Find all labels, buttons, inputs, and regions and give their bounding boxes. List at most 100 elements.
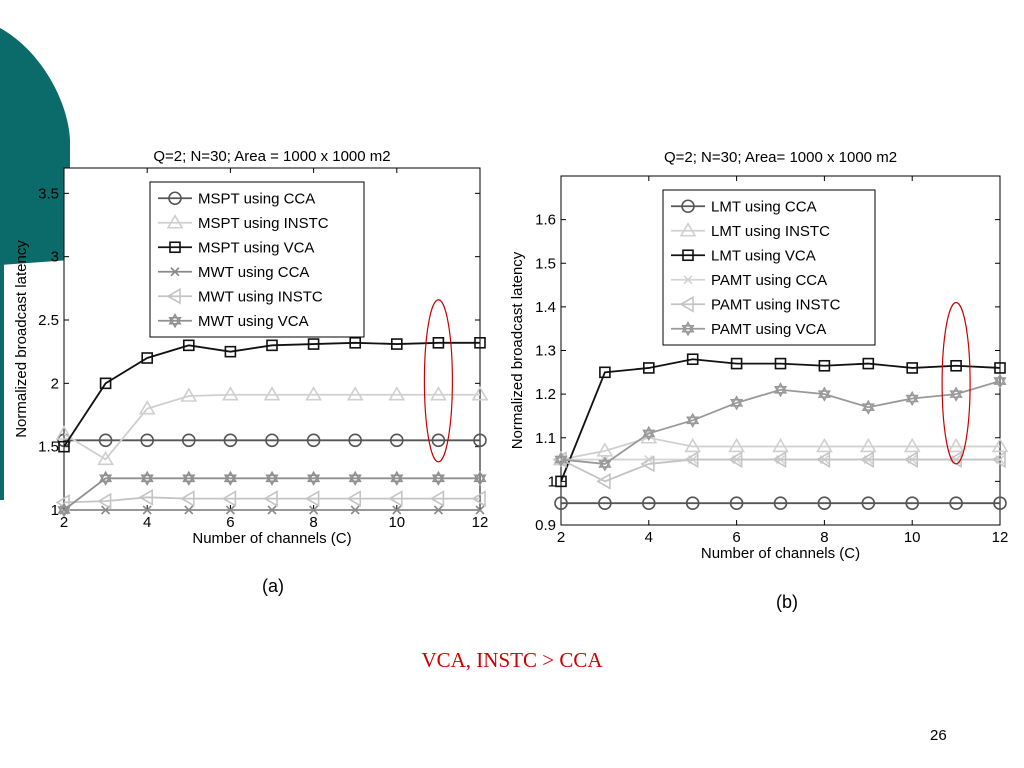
chart-caption: (a)	[262, 576, 284, 596]
data-point	[905, 496, 920, 510]
data-point	[392, 505, 402, 515]
legend-label: MWT using INSTC	[198, 288, 323, 305]
y-tick-label: 1.3	[535, 343, 556, 360]
x-tick-label: 10	[904, 529, 921, 546]
data-point	[730, 357, 743, 370]
x-tick-label: 10	[388, 514, 405, 531]
data-point	[817, 496, 832, 510]
y-tick-label: 2	[51, 375, 59, 392]
y-tick-label: 1.4	[535, 299, 556, 316]
data-point	[432, 337, 445, 349]
data-point	[307, 338, 320, 350]
data-point	[306, 433, 321, 448]
data-point	[728, 437, 745, 453]
data-point	[905, 390, 919, 407]
legend-label: MSPT using INSTC	[198, 215, 329, 232]
data-point	[949, 386, 963, 402]
data-point	[389, 433, 404, 448]
series-2	[55, 386, 489, 466]
data-point	[388, 386, 406, 401]
series-line	[560, 436, 1000, 461]
data-point	[182, 433, 196, 448]
data-point	[180, 490, 195, 507]
chart-b: Q=2; N=30; Area= 1000 x 1000 m2 2 4 6 8 10 12 0…	[509, 149, 1009, 612]
data-point	[684, 437, 702, 453]
series-1	[57, 433, 487, 448]
highlight-ellipse	[941, 301, 971, 465]
x-tick-label: 8	[309, 514, 317, 531]
data-point	[994, 362, 1006, 374]
series-5	[55, 488, 486, 511]
data-point	[98, 433, 113, 448]
x-axis-label: Number of channels (C)	[701, 545, 860, 562]
data-point	[224, 345, 237, 358]
x-tick-label: 4	[645, 529, 653, 546]
legend-box	[149, 181, 365, 338]
data-point	[307, 470, 321, 486]
data-point	[184, 505, 194, 515]
data-point	[640, 455, 655, 473]
chart-title: Q=2; N=30; Area= 1000 x 1000 m2	[664, 149, 897, 166]
legend-marker	[682, 249, 694, 262]
legend: LMT using CCA LMT using INSTC LMT using VC…	[662, 189, 876, 346]
x-tick-label: 4	[143, 514, 151, 531]
legend-label: LMT using CCA	[711, 198, 817, 215]
series-line	[63, 341, 480, 448]
data-point	[861, 496, 876, 510]
data-point	[305, 490, 320, 507]
legend-marker	[166, 287, 181, 305]
legend-marker	[168, 313, 182, 329]
legend-marker	[683, 275, 693, 285]
data-point	[598, 496, 612, 510]
data-point	[349, 337, 362, 349]
y-tick-label: 1.5	[535, 255, 556, 272]
data-point	[686, 412, 700, 428]
y-tick-label: 1	[51, 502, 59, 519]
data-point	[433, 505, 443, 515]
data-point	[474, 337, 486, 349]
slide-note: VCA, INSTC > CCA	[421, 648, 603, 672]
data-point	[138, 488, 153, 506]
y-tick-label: 1.1	[535, 430, 556, 447]
data-point	[348, 433, 363, 448]
chart-caption: (b)	[776, 592, 798, 612]
legend-label: MSPT using VCA	[198, 239, 314, 256]
data-point	[991, 451, 1006, 468]
series-3	[555, 353, 1006, 488]
data-point	[182, 470, 196, 486]
y-axis-label: Normalized broadcast latency	[13, 240, 30, 438]
data-point	[685, 496, 700, 510]
y-tick-label: 1.6	[535, 212, 556, 229]
legend-marker	[681, 199, 695, 214]
legend-marker	[679, 222, 697, 237]
highlight-ellipse	[423, 299, 453, 463]
data-point	[773, 496, 788, 510]
data-point	[99, 377, 112, 390]
data-point	[991, 437, 1009, 453]
legend-marker	[681, 321, 695, 337]
data-point	[859, 437, 877, 453]
x-tick-label: 12	[472, 514, 489, 531]
decorative-arc	[0, 28, 70, 500]
data-point	[225, 505, 235, 515]
data-point	[816, 437, 833, 453]
data-point	[815, 451, 831, 468]
data-point	[596, 472, 611, 490]
data-point	[390, 470, 404, 486]
data-point	[429, 490, 445, 507]
data-point	[642, 496, 656, 510]
data-point	[471, 490, 486, 507]
legend-marker	[168, 191, 182, 206]
data-point	[140, 433, 154, 448]
series-6	[57, 470, 487, 518]
data-point	[993, 496, 1007, 510]
data-point	[265, 433, 279, 448]
data-point	[471, 386, 489, 401]
data-point	[686, 353, 699, 366]
data-point	[221, 490, 237, 507]
data-point	[643, 362, 655, 374]
data-point	[138, 400, 156, 415]
data-point	[950, 359, 962, 372]
data-point	[473, 433, 487, 448]
legend-marker	[169, 241, 181, 254]
